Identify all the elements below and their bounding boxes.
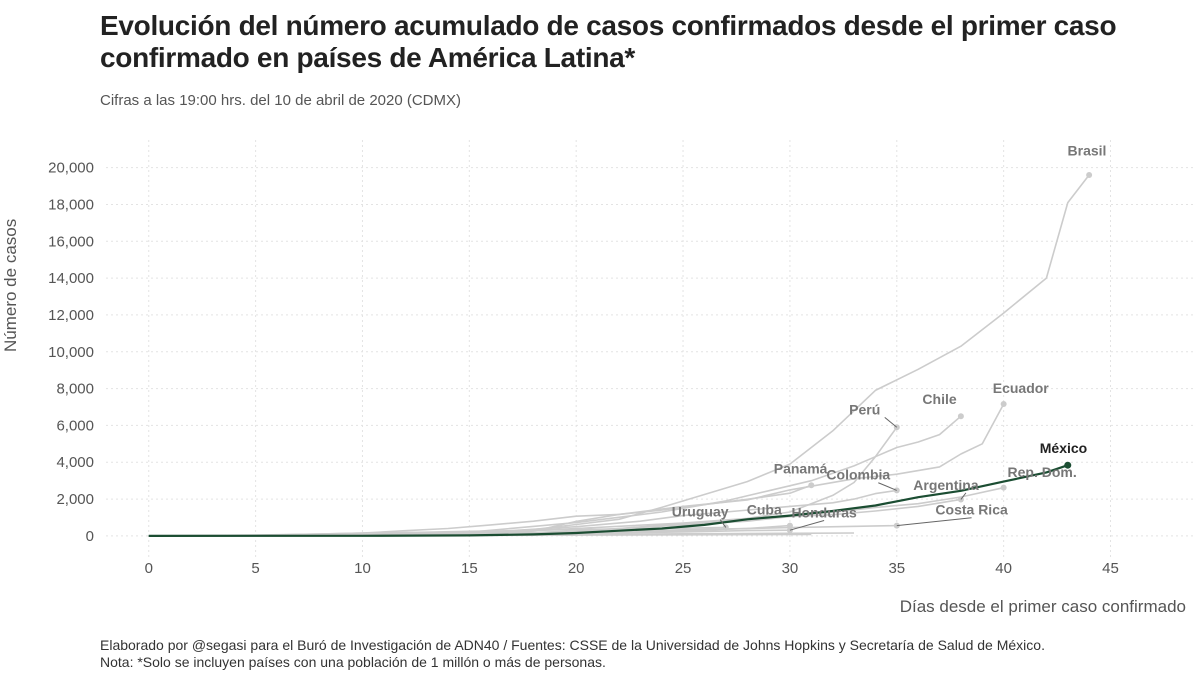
series-label-argentina: Argentina (913, 477, 979, 493)
y-tick-label: 8,000 (56, 381, 94, 398)
label-leader-colombia (878, 482, 897, 491)
y-tick-label: 12,000 (48, 307, 94, 324)
chart-title: Evolución del número acumulado de casos … (100, 10, 1117, 73)
footer-sources: Elaborado por @segasi para el Buró de In… (100, 637, 1045, 653)
chart-footer: Elaborado por @segasi para el Buró de In… (100, 637, 1045, 671)
y-tick-label: 0 (86, 528, 94, 545)
series-endpoint-brasil (1086, 171, 1093, 178)
chart-subtitle: Cifras a las 19:00 hrs. del 10 de abril … (100, 92, 462, 109)
series-endpoint-rep-dom (1000, 484, 1007, 491)
series-label-costa-rica: Costa Rica (935, 502, 1008, 518)
series-endpoint-mexico (1064, 461, 1072, 469)
series-label-mexico: México (1040, 440, 1087, 456)
chart-grid (106, 140, 1196, 558)
x-tick-label: 25 (675, 560, 692, 577)
x-tick-label: 5 (251, 560, 259, 577)
x-tick-label: 35 (888, 560, 905, 577)
y-tick-label: 4,000 (56, 454, 94, 471)
x-tick-label: 20 (568, 560, 585, 577)
y-tick-label: 10,000 (48, 344, 94, 361)
series-line-mexico (148, 464, 1069, 537)
y-tick-label: 20,000 (48, 160, 94, 177)
y-axis-ticks: 0 2,000 4,000 6,000 8,000 10,000 12,000 14,000 1… (48, 160, 94, 545)
series-label-rep-dom: Rep. Dom. (1008, 464, 1077, 480)
footer-note: Nota: *Solo se incluyen países con una p… (100, 654, 606, 670)
series-label-peru: Perú (849, 401, 880, 417)
x-tick-label: 0 (145, 560, 153, 577)
series-endpoint-ecuador (1000, 401, 1007, 408)
x-tick-label: 10 (354, 560, 371, 577)
x-axis-label: Días desde el primer caso confirmado (899, 597, 1186, 616)
label-leader-uruguay (719, 519, 727, 528)
y-tick-label: 6,000 (56, 417, 94, 434)
x-tick-label: 30 (782, 560, 799, 577)
series-label-uruguay: Uruguay (672, 504, 729, 520)
y-tick-label: 2,000 (56, 491, 94, 508)
series-endpoint-cuba (786, 522, 793, 529)
series-label-honduras: Honduras (791, 504, 857, 520)
y-tick-label: 16,000 (48, 233, 94, 250)
series-endpoint-panama (808, 482, 815, 489)
series-endpoint-chile (957, 413, 964, 420)
label-leader-honduras (789, 520, 825, 531)
series-label-brasil: Brasil (1068, 143, 1107, 159)
series-label-panama: Panamá (774, 460, 828, 476)
series-label-chile: Chile (922, 391, 956, 407)
x-tick-label: 45 (1102, 560, 1119, 577)
y-tick-label: 14,000 (48, 270, 94, 287)
label-leader-argentina (960, 492, 967, 500)
x-tick-label: 40 (995, 560, 1012, 577)
x-axis-ticks: 0 5 10 15 20 25 30 35 40 45 (145, 560, 1119, 577)
label-leader-peru (884, 416, 898, 428)
y-tick-label: 18,000 (48, 196, 94, 213)
series-label-cuba: Cuba (747, 502, 782, 518)
label-leader-costa-rica (896, 517, 972, 527)
series-lines (148, 171, 1093, 537)
series-label-colombia: Colombia (826, 467, 890, 483)
series-line-peru (148, 426, 898, 537)
x-tick-label: 15 (461, 560, 478, 577)
series-label-ecuador: Ecuador (993, 380, 1050, 396)
